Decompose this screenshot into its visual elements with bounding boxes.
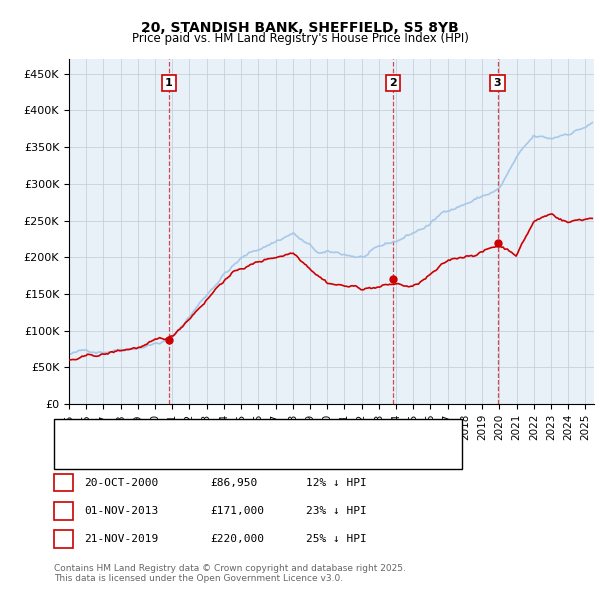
Text: 23% ↓ HPI: 23% ↓ HPI <box>306 506 367 516</box>
Text: 20, STANDISH BANK, SHEFFIELD, S5 8YB: 20, STANDISH BANK, SHEFFIELD, S5 8YB <box>141 21 459 35</box>
Text: 3: 3 <box>494 78 502 88</box>
Text: 25% ↓ HPI: 25% ↓ HPI <box>306 535 367 544</box>
Text: £171,000: £171,000 <box>210 506 264 516</box>
Text: 21-NOV-2019: 21-NOV-2019 <box>84 535 158 544</box>
Text: 2: 2 <box>60 506 67 516</box>
Text: 2: 2 <box>389 78 397 88</box>
Text: ——: —— <box>63 427 88 440</box>
Text: Price paid vs. HM Land Registry's House Price Index (HPI): Price paid vs. HM Land Registry's House … <box>131 32 469 45</box>
Text: 20, STANDISH BANK, SHEFFIELD, S5 8YB (detached house): 20, STANDISH BANK, SHEFFIELD, S5 8YB (de… <box>87 428 392 438</box>
Text: £86,950: £86,950 <box>210 478 257 487</box>
Text: £220,000: £220,000 <box>210 535 264 544</box>
Text: ——: —— <box>63 450 88 463</box>
Text: 1: 1 <box>165 78 173 88</box>
Text: 01-NOV-2013: 01-NOV-2013 <box>84 506 158 516</box>
Text: 20-OCT-2000: 20-OCT-2000 <box>84 478 158 487</box>
Text: 1: 1 <box>60 478 67 487</box>
Text: HPI: Average price, detached house, Sheffield: HPI: Average price, detached house, Shef… <box>87 451 326 461</box>
Text: 12% ↓ HPI: 12% ↓ HPI <box>306 478 367 487</box>
Text: Contains HM Land Registry data © Crown copyright and database right 2025.
This d: Contains HM Land Registry data © Crown c… <box>54 563 406 583</box>
Text: 3: 3 <box>60 535 67 544</box>
